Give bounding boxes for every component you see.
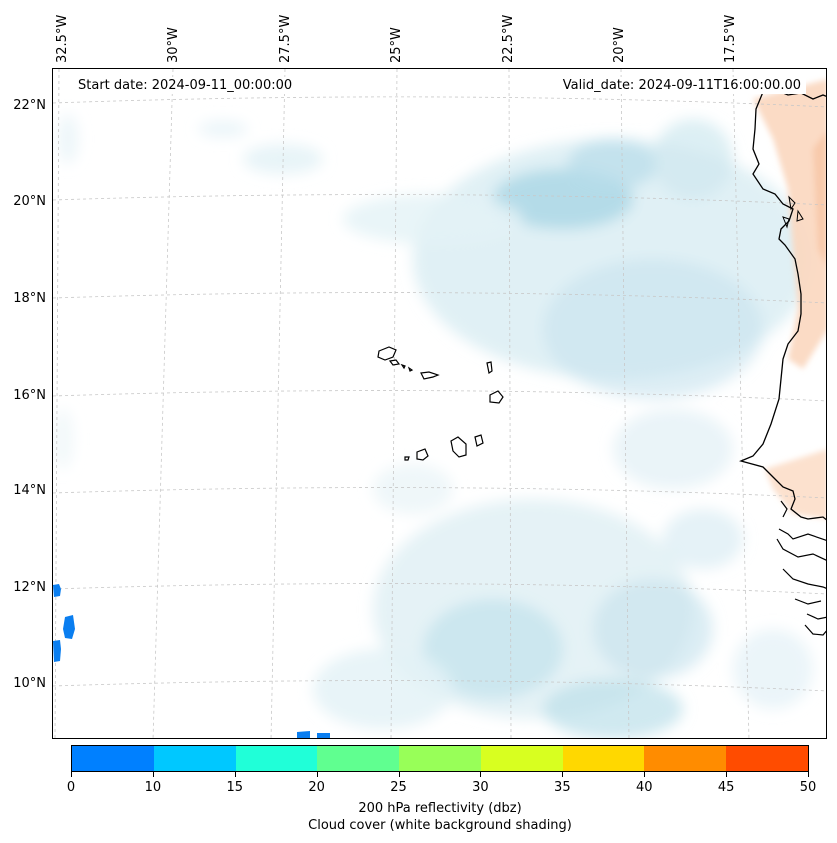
- colorbar-segment: [153, 746, 236, 771]
- colorbar-tick: [398, 772, 400, 777]
- colorbar-tick-label: 50: [799, 780, 817, 795]
- longitude-label: 25°W: [389, 27, 404, 63]
- colorbar-tick-label: 15: [226, 780, 244, 795]
- colorbar-title: 200 hPa reflectivity (dbz): [358, 801, 522, 816]
- colorbar-segment: [235, 746, 318, 771]
- land-shading: [753, 79, 826, 519]
- longitude-label: 20°W: [612, 27, 627, 63]
- latitude-label: 10°N: [13, 676, 46, 691]
- colorbar-tick: [562, 772, 564, 777]
- map-panel[interactable]: Start date: 2024-09-11_00:00:00 Valid_da…: [52, 68, 827, 739]
- colorbar-tick: [726, 772, 728, 777]
- longitude-label: 22.5°W: [501, 14, 516, 63]
- coast-islands: [782, 195, 804, 229]
- colorbar-tick-label: 20: [308, 780, 325, 795]
- colorbar-tick: [316, 772, 318, 777]
- colorbar-tick: [480, 772, 482, 777]
- colorbar-tick-label: 35: [554, 780, 571, 795]
- colorbar-tick-label: 45: [717, 780, 735, 795]
- longitude-label: 27.5°W: [278, 14, 293, 63]
- start-date-label: Start date: 2024-09-11_00:00:00: [73, 77, 298, 94]
- cabo-verde-islands: [377, 346, 504, 461]
- colorbar-tick-label: 0: [66, 780, 76, 795]
- longitude-label: 32.5°W: [55, 14, 70, 63]
- colorbar-tick: [71, 772, 72, 777]
- colorbar-tick-label: 10: [144, 780, 162, 795]
- colorbar-tick: [808, 772, 809, 777]
- colorbar-subtitle: Cloud cover (white background shading): [308, 818, 572, 833]
- colorbar-tick-label: 30: [472, 780, 489, 795]
- longitude-label: 30°W: [166, 27, 181, 63]
- cloud-cover-shading: [53, 114, 813, 738]
- colorbar-tick-label: 40: [635, 780, 653, 795]
- colorbar-tick-label: 25: [390, 780, 407, 795]
- colorbar-segment: [726, 746, 809, 771]
- valid-date-label: Valid_date: 2024-09-11T16:00:00.00: [557, 77, 806, 94]
- colorbar-segment: [317, 746, 400, 771]
- latitude-label: 12°N: [13, 580, 46, 595]
- latitude-label: 16°N: [13, 388, 46, 403]
- graticule: [53, 69, 826, 738]
- colorbar-segment: [562, 746, 645, 771]
- gambia-guinea-coastline: [776, 500, 826, 636]
- latitude-label: 22°N: [13, 98, 46, 113]
- colorbar-tick: [234, 772, 236, 777]
- colorbar-segment: [644, 746, 727, 771]
- latitude-label: 14°N: [13, 483, 46, 498]
- colorbar-segment: [72, 746, 154, 771]
- longitude-label: 17.5°W: [723, 14, 738, 63]
- reflectivity-patches: [53, 584, 330, 738]
- reflectivity-colorbar: [71, 745, 809, 772]
- latitude-label: 20°N: [13, 194, 46, 209]
- colorbar-segment: [480, 746, 563, 771]
- map-canvas: [53, 69, 826, 738]
- colorbar-segment: [399, 746, 481, 771]
- colorbar-tick: [644, 772, 646, 777]
- colorbar-tick: [152, 772, 154, 777]
- latitude-label: 18°N: [13, 291, 46, 306]
